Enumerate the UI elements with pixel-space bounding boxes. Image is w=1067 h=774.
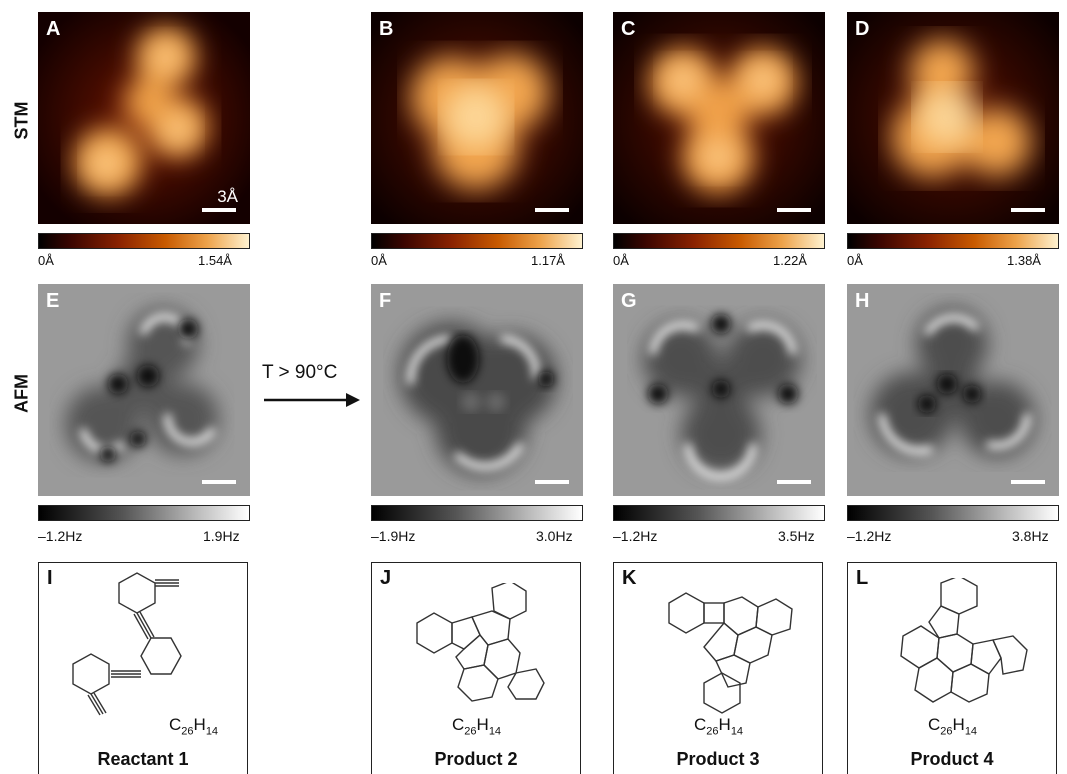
colorbar-min: –1.9Hz xyxy=(371,528,416,544)
afm-colorbar-e xyxy=(38,505,250,521)
structure-box-l: L C26H14 Product 4 xyxy=(847,562,1057,774)
stm-colorbar-c xyxy=(613,233,825,249)
scale-bar xyxy=(535,480,569,484)
afm-colorbar-h xyxy=(847,505,1059,521)
colorbar-min: 0Å xyxy=(847,253,863,268)
colorbar-min: –1.2Hz xyxy=(613,528,658,544)
stm-colorbar-d xyxy=(847,233,1059,249)
structure-box-i: I C26H14 Reactant 1 xyxy=(38,562,248,774)
panel-label-j: J xyxy=(380,567,392,589)
colorbar-min: 0Å xyxy=(371,253,387,268)
scale-bar xyxy=(777,480,811,484)
molecular-formula: C26H14 xyxy=(452,715,502,738)
colorbar-min: –1.2Hz xyxy=(847,528,892,544)
scale-bar xyxy=(535,208,569,212)
colorbar-min: 0Å xyxy=(38,253,54,268)
stm-image-a: A 3Å xyxy=(38,12,250,224)
afm-colorbar-f xyxy=(371,505,583,521)
afm-colorbar-g xyxy=(613,505,825,521)
compound-name: Product 4 xyxy=(910,749,994,769)
panel-label-g: G xyxy=(621,290,637,312)
reactant-1-structure xyxy=(72,572,182,716)
colorbar-max: 1.54Å xyxy=(198,253,232,268)
colorbar-min: 0Å xyxy=(613,253,629,268)
panel-label-h: H xyxy=(855,290,870,312)
stm-image-b: B xyxy=(371,12,583,224)
molecular-formula: C26H14 xyxy=(928,715,978,738)
stm-image-d: D xyxy=(847,12,1059,224)
panel-label-f: F xyxy=(379,290,392,312)
structure-box-j: J C26H14 Product 2 xyxy=(371,562,581,774)
afm-row-label: AFM xyxy=(11,374,32,413)
structure-box-k: K C26H14 Product 3 xyxy=(613,562,823,774)
afm-image-e: E xyxy=(38,284,250,496)
afm-image-f: F xyxy=(371,284,583,496)
panel-label-a: A xyxy=(46,18,61,40)
panel-label-l: L xyxy=(856,567,869,589)
compound-name: Product 2 xyxy=(434,749,518,769)
panel-label-d: D xyxy=(855,18,870,40)
stm-colorbar-b xyxy=(371,233,583,249)
scale-bar xyxy=(202,208,236,212)
colorbar-max: 1.38Å xyxy=(1007,253,1041,268)
molecular-formula: C26H14 xyxy=(169,715,219,738)
panel-label-c: C xyxy=(621,18,636,40)
colorbar-max: 1.17Å xyxy=(531,253,565,268)
product-2-structure xyxy=(416,583,545,702)
scale-bar xyxy=(1011,480,1045,484)
afm-image-h: H xyxy=(847,284,1059,496)
stm-row-label: STM xyxy=(11,101,32,140)
scale-bar xyxy=(202,480,236,484)
colorbar-max: 3.0Hz xyxy=(536,528,573,544)
scale-bar-text: 3Å xyxy=(217,187,238,206)
product-3-structure xyxy=(668,592,793,714)
scale-bar xyxy=(1011,208,1045,212)
scale-bar xyxy=(777,208,811,212)
panel-label-k: K xyxy=(622,567,637,589)
compound-name: Reactant 1 xyxy=(97,749,189,769)
compound-name: Product 3 xyxy=(676,749,760,769)
stm-colorbar-a xyxy=(38,233,250,249)
panel-label-i: I xyxy=(47,567,53,589)
reaction-arrow xyxy=(264,393,360,407)
molecular-formula: C26H14 xyxy=(694,715,744,738)
product-4-structure xyxy=(900,578,1028,703)
colorbar-min: –1.2Hz xyxy=(38,528,83,544)
colorbar-max: 3.5Hz xyxy=(778,528,815,544)
panel-label-e: E xyxy=(46,290,60,312)
colorbar-max: 3.8Hz xyxy=(1012,528,1049,544)
reaction-condition: T > 90°C xyxy=(262,362,338,383)
colorbar-max: 1.9Hz xyxy=(203,528,240,544)
afm-image-g: G xyxy=(613,284,825,496)
stm-image-c: C xyxy=(613,12,825,224)
colorbar-max: 1.22Å xyxy=(773,253,807,268)
panel-label-b: B xyxy=(379,18,394,40)
